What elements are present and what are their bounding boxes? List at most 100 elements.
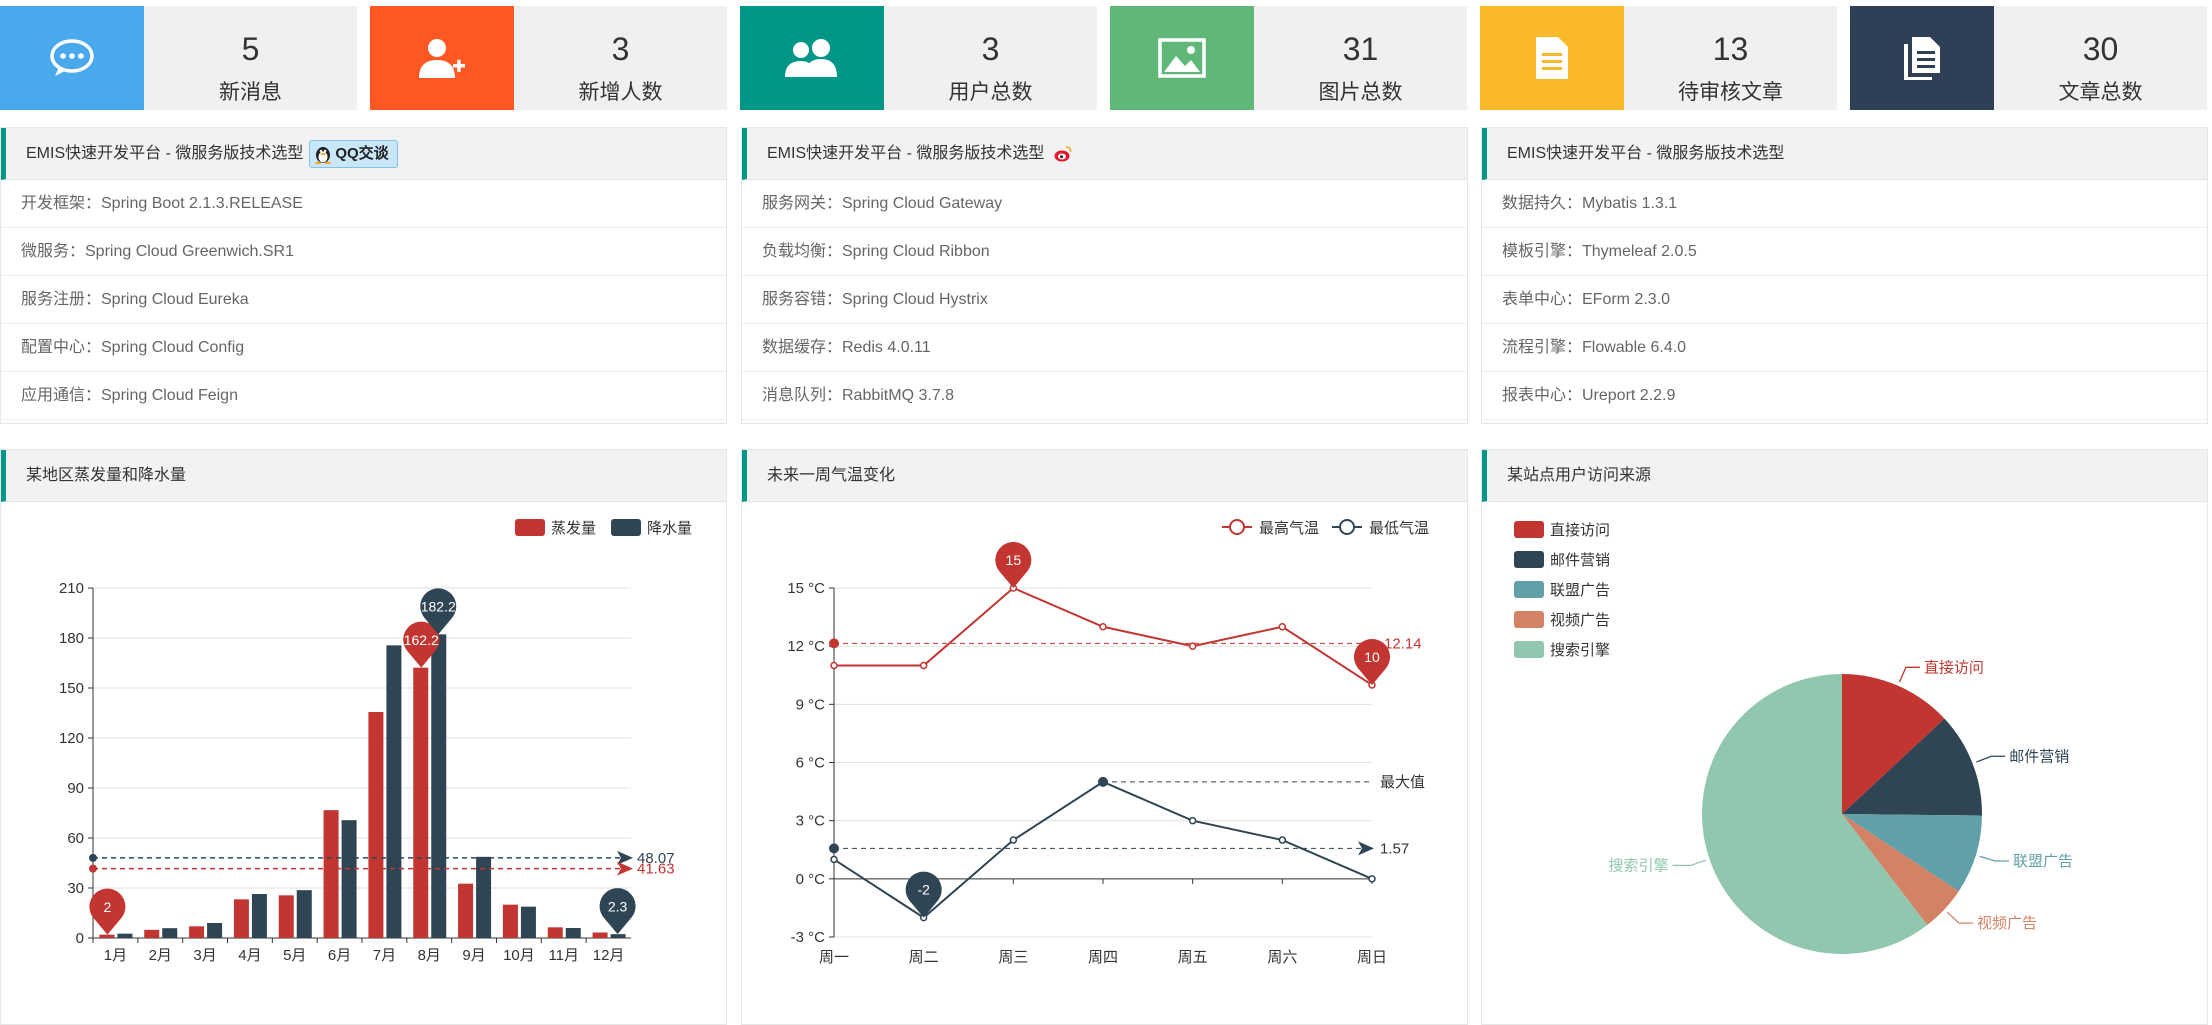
x-tick-label: 7月 xyxy=(373,947,396,964)
y-tick-label: 0 xyxy=(76,930,84,947)
document-icon xyxy=(1480,6,1624,110)
bar-evaporation xyxy=(502,904,518,938)
markline-start xyxy=(1098,776,1108,787)
chart-panel-pie: 某站点用户访问来源 直接访问 邮件营销 联盟广告 视频广告 搜索引擎 直接访问 邮件营销 联盟… xyxy=(1481,449,2208,1025)
x-tick-label: 8月 xyxy=(418,947,441,964)
bar-precipitation xyxy=(296,890,312,938)
y-tick-label: 30 xyxy=(67,880,84,897)
tech-row: 配置中心：Spring Cloud Config xyxy=(1,324,726,372)
y-tick-label: 9 °C xyxy=(796,696,826,713)
stat-card-2[interactable]: 3 新增人数 xyxy=(370,6,727,110)
markline-arrow xyxy=(1358,841,1374,856)
panel-title: 未来一周气温变化 xyxy=(767,467,896,484)
markpoint-max-high xyxy=(995,541,1032,588)
data-point xyxy=(1188,816,1197,825)
x-tick-label: 周一 xyxy=(819,949,849,966)
stat-card-3[interactable]: 3 用户总数 xyxy=(740,6,1097,110)
weibo-icon[interactable] xyxy=(1054,145,1072,163)
panel-title: EMIS快速开发平台 - 微服务版技术选型 xyxy=(1507,145,1785,162)
panel-header: EMIS快速开发平台 - 微服务版技术选型 xyxy=(1482,128,2207,180)
bar-evaporation xyxy=(547,927,563,938)
series-line-high xyxy=(834,586,1373,686)
legend-label: 邮件营销 xyxy=(1550,552,1610,569)
legend-label: 直接访问 xyxy=(1550,522,1610,539)
tech-row: 消息队列：RabbitMQ 3.7.8 xyxy=(742,372,1467,420)
stat-value: 31 xyxy=(1342,31,1379,67)
markline-label: 48.07 xyxy=(637,850,675,867)
stat-card-4[interactable]: 31 图片总数 xyxy=(1110,6,1467,110)
y-tick-label: 120 xyxy=(59,730,84,747)
pie-slice xyxy=(1842,674,1945,814)
bar-evaporation xyxy=(368,712,384,938)
tech-row: 报表中心：Ureport 2.2.9 xyxy=(1482,372,2207,420)
pie-label-line xyxy=(1946,911,1974,924)
stat-value: 3 xyxy=(981,31,1000,67)
x-tick-label: 6月 xyxy=(328,947,351,964)
pie-label: 联盟广告 xyxy=(2013,853,2073,870)
legend-label: 视频广告 xyxy=(1550,612,1610,629)
pie-label-line xyxy=(1976,755,2006,763)
x-tick-label: 9月 xyxy=(462,947,485,964)
markline-start xyxy=(89,864,97,873)
bar-precipitation xyxy=(610,934,626,938)
rain-evaporation-bar-chart: 0 30 60 90 120 150 180 210 1月 2月 3月 4月 5月 6月 7月 8月 9月 10月… xyxy=(59,519,692,964)
legend-label-evaporation: 蒸发量 xyxy=(551,520,596,537)
bar-precipitation xyxy=(476,856,492,938)
stat-card-6[interactable]: 30 文章总数 xyxy=(1850,6,2207,110)
data-point xyxy=(1278,623,1287,631)
stat-card-5[interactable]: 13 待审核文章 xyxy=(1480,6,1837,110)
panel-title: 某站点用户访问来源 xyxy=(1507,467,1652,484)
bar-evaporation xyxy=(413,667,429,938)
bar-evaporation xyxy=(189,926,205,938)
stat-value: 3 xyxy=(611,31,630,67)
markpoint-max-precipitation-label: 182.2 xyxy=(421,598,456,614)
x-tick-label: 周四 xyxy=(1088,949,1118,966)
legend-label: 搜索引擎 xyxy=(1550,642,1610,659)
markpoint-min-high xyxy=(1354,638,1390,685)
tech-panel-3: EMIS快速开发平台 - 微服务版技术选型 数据持久：Mybatis 1.3.1… xyxy=(1481,127,2208,424)
y-tick-label: 60 xyxy=(67,830,84,847)
temperature-line-chart: -3 °C 0 °C 3 °C 6 °C 9 °C 12 °C 15 °C 周一 周二 周三 周四 周… xyxy=(787,519,1429,966)
bar-precipitation xyxy=(520,906,536,938)
tech-row: 服务注册：Spring Cloud Eureka xyxy=(1,276,726,324)
tech-row: 微服务：Spring Cloud Greenwich.SR1 xyxy=(1,228,726,276)
legend-swatch xyxy=(1514,611,1544,628)
y-tick-label: 15 °C xyxy=(787,580,825,597)
data-point xyxy=(830,661,838,670)
markpoint-min-evaporation xyxy=(89,888,126,935)
pie-slice xyxy=(1842,814,1959,926)
chart-panel-rain: 某地区蒸发量和降水量 0 30 60 90 120 150 180 210 1月 2月 3月 4月 5月… xyxy=(0,449,727,1025)
bar-precipitation xyxy=(207,923,223,938)
x-tick-label: 4月 xyxy=(238,947,261,964)
markline-label: 最大值 xyxy=(1380,774,1425,791)
x-tick-label: 周六 xyxy=(1267,949,1297,966)
markpoint-max-high-label: 15 xyxy=(1006,552,1022,568)
x-tick-label: 1月 xyxy=(104,947,127,964)
x-tick-label: 12月 xyxy=(593,947,625,964)
panel-title: 某地区蒸发量和降水量 xyxy=(26,467,187,484)
data-point xyxy=(1188,642,1197,650)
qq-chat-button[interactable]: QQ交谈 xyxy=(309,139,398,168)
bar-precipitation xyxy=(431,634,447,938)
tech-panel-2: EMIS快速开发平台 - 微服务版技术选型 服务网关：Spring Cloud … xyxy=(741,127,1468,424)
legend-label: 最高气温 xyxy=(1259,520,1319,537)
pie-label: 直接访问 xyxy=(1924,659,1984,676)
pie-label: 视频广告 xyxy=(1977,915,2037,932)
image-icon xyxy=(1110,6,1254,110)
markpoint-min-precipitation-label: 2.3 xyxy=(608,898,628,914)
x-tick-label: 周三 xyxy=(998,949,1028,966)
panel-header: 某地区蒸发量和降水量 xyxy=(1,450,726,502)
panel-header: EMIS快速开发平台 - 微服务版技术选型 QQ交谈 xyxy=(1,128,726,180)
bar-evaporation xyxy=(99,934,115,938)
markpoint-min-low xyxy=(905,871,942,918)
stat-card-1[interactable]: 5 新消息 xyxy=(0,6,357,110)
bar-evaporation xyxy=(458,883,474,938)
bar-evaporation xyxy=(278,895,294,938)
markline-label: 41.63 xyxy=(637,861,675,878)
x-tick-label: 周二 xyxy=(909,949,939,966)
x-tick-label: 3月 xyxy=(193,947,216,964)
panel-header: 未来一周气温变化 xyxy=(742,450,1467,502)
y-tick-label: 3 °C xyxy=(796,813,826,830)
tech-row: 应用通信：Spring Cloud Feign xyxy=(1,372,726,420)
panel-title: EMIS快速开发平台 - 微服务版技术选型 xyxy=(767,145,1045,162)
